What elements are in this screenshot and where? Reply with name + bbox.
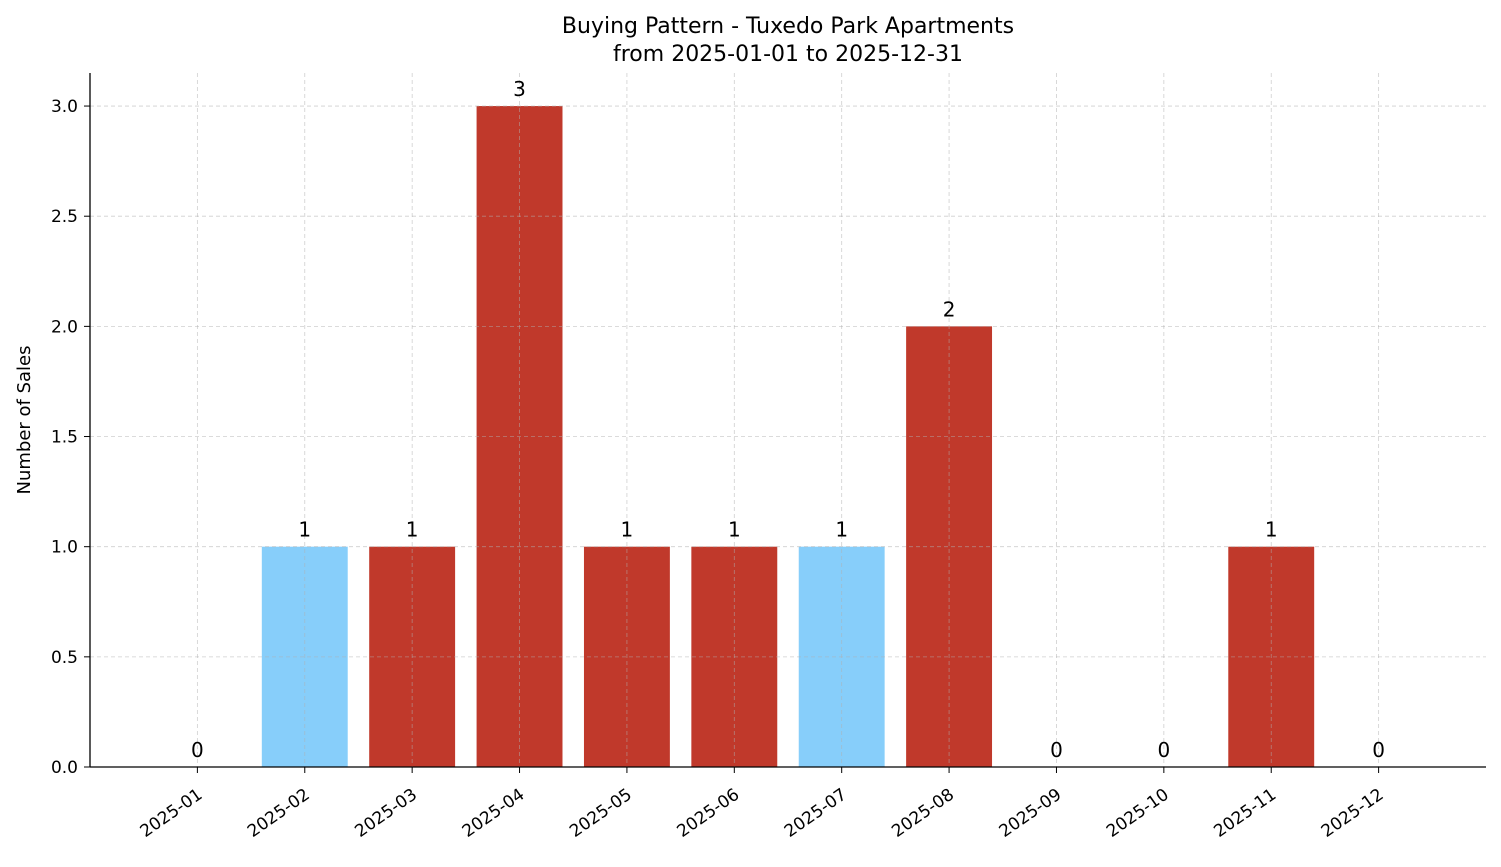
y-tick-label: 1.0 bbox=[51, 538, 78, 558]
y-tick-label: 1.5 bbox=[51, 428, 78, 448]
data-label: 2 bbox=[943, 297, 956, 321]
x-tick-label: 2025-08 bbox=[888, 785, 958, 842]
y-axis-label: Number of Sales bbox=[14, 345, 35, 494]
x-tick-label: 2025-02 bbox=[244, 785, 314, 842]
y-tick-label: 0.0 bbox=[51, 758, 78, 778]
data-label: 0 bbox=[1372, 738, 1385, 762]
x-tick-label: 2025-09 bbox=[996, 785, 1066, 842]
y-tick-label: 0.5 bbox=[51, 648, 78, 668]
data-label: 1 bbox=[1265, 518, 1278, 542]
x-tick-label: 2025-03 bbox=[351, 785, 421, 842]
data-label: 1 bbox=[406, 518, 419, 542]
x-tick-label: 2025-12 bbox=[1318, 785, 1388, 842]
x-tick-label: 2025-01 bbox=[137, 785, 207, 842]
data-label: 1 bbox=[835, 518, 848, 542]
x-tick-label: 2025-06 bbox=[674, 785, 744, 842]
x-tick-label: 2025-10 bbox=[1103, 785, 1173, 842]
chart-subtitle: from 2025-01-01 to 2025-12-31 bbox=[613, 42, 963, 67]
data-label: 0 bbox=[1157, 738, 1170, 762]
x-tick-label: 2025-05 bbox=[566, 785, 636, 842]
data-label: 1 bbox=[298, 518, 311, 542]
x-tick-label: 2025-07 bbox=[781, 785, 851, 842]
x-tick-label: 2025-11 bbox=[1210, 785, 1280, 842]
data-label: 1 bbox=[621, 518, 634, 542]
x-tick-label: 2025-04 bbox=[459, 785, 529, 842]
chart-title: Buying Pattern - Tuxedo Park Apartments bbox=[562, 14, 1014, 39]
data-label: 1 bbox=[728, 518, 741, 542]
y-tick-label: 3.0 bbox=[51, 97, 78, 117]
y-tick-label: 2.0 bbox=[51, 317, 78, 337]
data-label: 3 bbox=[513, 77, 526, 101]
bar-2025-08 bbox=[906, 326, 993, 767]
data-label: 0 bbox=[1050, 738, 1063, 762]
data-label: 0 bbox=[191, 738, 204, 762]
y-tick-label: 2.5 bbox=[51, 207, 78, 227]
